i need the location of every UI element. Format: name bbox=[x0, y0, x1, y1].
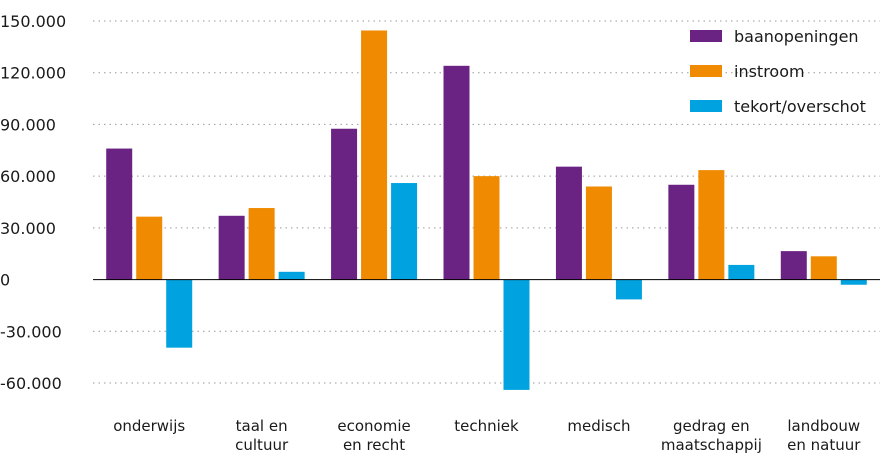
bar-instroom bbox=[698, 170, 725, 280]
x-category-label: medisch bbox=[567, 417, 630, 435]
legend: baanopeningen instroom tekort/overschot bbox=[690, 27, 866, 116]
bar-baanopeningen bbox=[106, 148, 133, 280]
legend-swatch bbox=[690, 100, 722, 112]
legend-label: tekort/overschot bbox=[734, 97, 866, 116]
x-category-label: en natuur bbox=[787, 436, 861, 454]
x-category-label: techniek bbox=[454, 417, 519, 435]
x-category-label: gedrag en bbox=[673, 417, 750, 435]
bar-tekort-overschot bbox=[391, 183, 418, 280]
bar-baanopeningen bbox=[443, 65, 470, 280]
bar-tekort-overschot bbox=[166, 279, 193, 348]
bar-instroom bbox=[810, 256, 837, 280]
bar-instroom bbox=[585, 186, 612, 280]
x-category-label: maatschappij bbox=[661, 436, 762, 454]
y-tick-label: 0 bbox=[0, 271, 10, 290]
bar-baanopeningen bbox=[218, 215, 245, 280]
y-tick-label: -60.000 bbox=[0, 374, 62, 393]
y-tick-label: 120.000 bbox=[0, 64, 66, 83]
y-tick-label: 60.000 bbox=[0, 167, 56, 186]
bar-instroom bbox=[136, 216, 163, 280]
bar-tekort-overschot bbox=[840, 279, 867, 285]
y-tick-label: -30.000 bbox=[0, 322, 62, 341]
bar-instroom bbox=[248, 208, 275, 280]
bar-tekort-overschot bbox=[503, 279, 530, 390]
y-tick-label: 150.000 bbox=[0, 12, 66, 31]
bar-baanopeningen bbox=[331, 128, 358, 280]
x-category-label: economie bbox=[337, 417, 410, 435]
legend-label: baanopeningen bbox=[734, 27, 859, 46]
x-category-label: cultuur bbox=[235, 436, 289, 454]
bar-tekort-overschot bbox=[278, 271, 305, 280]
y-axis-tick-labels: 150.000 120.000 90.000 60.000 30.000 0 -30.000… bbox=[0, 12, 66, 393]
legend-label: instroom bbox=[734, 62, 805, 81]
bar-baanopeningen bbox=[780, 251, 807, 280]
x-category-label: onderwijs bbox=[113, 417, 185, 435]
bars bbox=[106, 30, 867, 390]
x-category-label: taal en bbox=[236, 417, 288, 435]
x-category-label: en recht bbox=[343, 436, 405, 454]
bar-baanopeningen bbox=[668, 184, 695, 280]
bar-baanopeningen bbox=[555, 166, 582, 280]
bar-instroom bbox=[473, 176, 500, 280]
bar-tekort-overschot bbox=[728, 264, 755, 280]
legend-swatch bbox=[690, 65, 722, 77]
bar-instroom bbox=[361, 30, 388, 280]
legend-swatch bbox=[690, 30, 722, 42]
y-tick-label: 90.000 bbox=[0, 115, 56, 134]
y-tick-label: 30.000 bbox=[0, 219, 56, 238]
grid-lines bbox=[93, 20, 880, 384]
bar-tekort-overschot bbox=[615, 279, 642, 300]
x-category-label: landbouw bbox=[787, 417, 860, 435]
